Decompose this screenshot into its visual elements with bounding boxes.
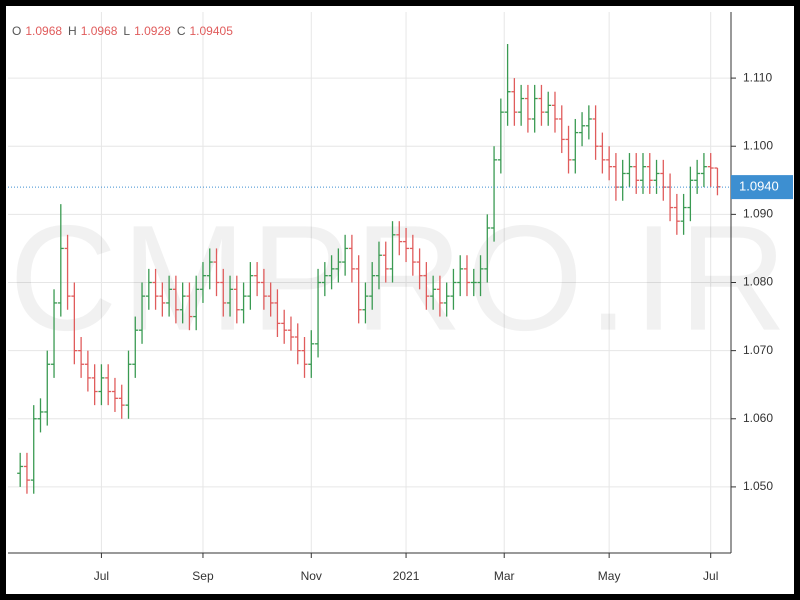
watermark: CMPRO.IR	[9, 194, 791, 362]
ohlc-header-label: H	[68, 24, 77, 38]
y-tick-label: 1.100	[743, 138, 773, 152]
ohlc-header-label: L	[123, 24, 130, 38]
ohlc-header: O 1.0968 H 1.0968 L 1.0928 C 1.09405	[12, 24, 233, 38]
x-tick-label: Sep	[192, 569, 214, 583]
x-tick-label: Jul	[703, 569, 718, 583]
x-tick-label: May	[598, 569, 621, 583]
ohlc-header-value: 1.09405	[189, 24, 233, 38]
ohlc-header-label: O	[12, 24, 21, 38]
y-tick-label: 1.050	[743, 479, 773, 493]
x-tick-label: Nov	[301, 569, 322, 583]
last-price-box	[731, 175, 793, 200]
ohlc-header-value: 1.0968	[25, 24, 62, 38]
x-tick-label: Mar	[494, 569, 515, 583]
x-tick-label: Jul	[94, 569, 109, 583]
chart-background	[6, 6, 794, 594]
ohlc-header-value: 1.0928	[134, 24, 171, 38]
ohlc-header-value: 1.0968	[81, 24, 118, 38]
bars	[17, 44, 721, 494]
y-tick-label: 1.070	[743, 343, 773, 357]
y-tick-label: 1.080	[743, 275, 773, 289]
y-tick-label: 1.110	[743, 70, 772, 84]
x-tick-label: 2021	[393, 569, 420, 583]
y-tick-label: 1.060	[743, 411, 773, 425]
y-tick-label: 1.090	[743, 207, 773, 221]
last-price-label: 1.0940	[739, 179, 779, 194]
ohlc-header-label: C	[177, 24, 186, 38]
